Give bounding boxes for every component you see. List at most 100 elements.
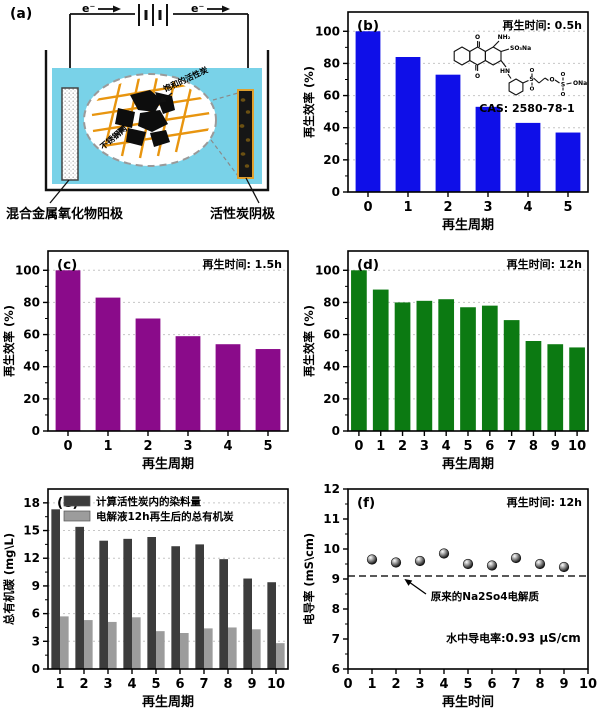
panel-a-letter: (a) [10, 6, 32, 22]
atom-ona: ONa [573, 80, 587, 87]
callout-lines [210, 92, 239, 177]
anode-electrode [61, 87, 79, 181]
atom-o-bottom: O [475, 73, 480, 80]
svg-text:80: 80 [23, 295, 40, 309]
svg-text:3: 3 [415, 677, 424, 692]
svg-text:再生周期: 再生周期 [142, 694, 194, 710]
svg-text:1: 1 [376, 439, 385, 454]
atom-so3na: SO₃Na [510, 45, 531, 52]
svg-text:40: 40 [323, 360, 340, 374]
saturated-carbon-arrow-icon [159, 92, 173, 103]
svg-text:2: 2 [443, 200, 452, 215]
svg-text:再生周期: 再生周期 [442, 217, 494, 233]
svg-text:1: 1 [403, 200, 412, 215]
cathode-texture [239, 98, 251, 168]
svg-text:9: 9 [551, 439, 560, 454]
svg-text:计算活性炭内的染料量: 计算活性炭内的染料量 [96, 495, 201, 508]
svg-text:原来的Na2So4电解质: 原来的Na2So4电解质 [431, 590, 540, 603]
atom-nh2: NH₂ [498, 34, 511, 41]
svg-text:60: 60 [323, 89, 340, 103]
panel-f: 6 7 8 9 10 11 12 0 1 2 3 4 5 6 7 8 9 10 再生时间 电导率 (mS\cm) (f)… [300, 477, 600, 716]
atom-hn: HN [500, 68, 510, 75]
svg-text:6: 6 [175, 677, 184, 692]
cas-number: CAS: 2580-78-1 [479, 102, 575, 115]
svg-text:电导率 (mS\cm): 电导率 (mS\cm) [302, 533, 316, 625]
svg-text:5: 5 [563, 200, 572, 215]
panel-b: 0 20 40 60 80 100 0 1 2 3 4 5 再生周期 再生效率 (%) (b) 再生时间: 0… [300, 0, 600, 239]
svg-text:7: 7 [511, 677, 520, 692]
svg-text:6: 6 [32, 607, 40, 621]
steel-mesh-arrow-icon [113, 126, 124, 139]
svg-text:8: 8 [332, 602, 340, 616]
svg-text:40: 40 [323, 121, 340, 135]
panel-d: 0 20 40 60 80 100 0 1 2 3 4 5 6 7 8 9 10 再生周期 再生效率 (%) (d) 再… [300, 239, 600, 478]
svg-text:再生时间: 12h: 再生时间: 12h [507, 257, 582, 271]
svg-text:3: 3 [483, 200, 492, 215]
atom-o2: O [530, 87, 535, 93]
anode-leader-line [49, 179, 70, 204]
svg-text:再生周期: 再生周期 [142, 456, 194, 472]
svg-text:40: 40 [23, 360, 40, 374]
atom-s2: S [561, 82, 565, 89]
electron-arrow-left-icon [98, 5, 121, 13]
svg-text:20: 20 [323, 392, 340, 406]
svg-text:2: 2 [391, 677, 400, 692]
svg-text:10: 10 [323, 542, 340, 556]
atom-s1: S [529, 76, 533, 83]
svg-text:60: 60 [23, 328, 40, 342]
svg-text:5: 5 [463, 439, 472, 454]
svg-text:20: 20 [323, 153, 340, 167]
svg-text:2: 2 [398, 439, 407, 454]
atom-o-ether: O [549, 77, 554, 84]
svg-text:0: 0 [63, 439, 72, 454]
svg-text:11: 11 [323, 512, 340, 526]
svg-text:6: 6 [487, 677, 496, 692]
svg-text:4: 4 [442, 439, 451, 454]
svg-text:再生时间: 1.5h: 再生时间: 1.5h [202, 257, 282, 271]
svg-text:0: 0 [343, 677, 352, 692]
svg-text:(d): (d) [357, 257, 379, 273]
svg-text:电解液12h再生后的总有机炭: 电解液12h再生后的总有机炭 [96, 510, 234, 523]
svg-text:10: 10 [267, 677, 285, 692]
svg-text:3: 3 [183, 439, 192, 454]
svg-text:9: 9 [559, 677, 568, 692]
svg-text:18: 18 [23, 496, 40, 510]
svg-text:1: 1 [367, 677, 376, 692]
svg-text:9: 9 [247, 677, 256, 692]
svg-text:0: 0 [332, 185, 340, 199]
chart-c-canvas: 0 20 40 60 80 100 0 1 2 3 4 5 再生周期 再生效率 (%) (c) 再生时间: 1… [0, 239, 300, 478]
svg-text:12: 12 [323, 482, 340, 496]
svg-text:4: 4 [523, 200, 532, 215]
svg-text:15: 15 [23, 524, 40, 538]
svg-text:7: 7 [332, 632, 340, 646]
svg-text:5: 5 [463, 677, 472, 692]
electrolysis-diagram: (a) e⁻ e⁻ [6, 2, 276, 222]
svg-text:100: 100 [15, 263, 40, 277]
svg-text:5: 5 [151, 677, 160, 692]
svg-text:60: 60 [323, 328, 340, 342]
svg-text:100: 100 [315, 24, 340, 38]
svg-text:80: 80 [323, 295, 340, 309]
svg-text:8: 8 [223, 677, 232, 692]
electron-label-left: e⁻ [82, 2, 95, 15]
chart-f-canvas: 6 7 8 9 10 11 12 0 1 2 3 4 5 6 7 8 9 10 再生时间 电导率 (mS\cm) (f)… [300, 477, 600, 716]
svg-text:再生时间: 再生时间 [442, 694, 494, 710]
svg-text:(c): (c) [57, 257, 77, 273]
panel-c: 0 20 40 60 80 100 0 1 2 3 4 5 再生周期 再生效率 (%) (c) 再生时间: 1… [0, 239, 300, 478]
svg-text:(f): (f) [357, 495, 375, 511]
svg-text:(b): (b) [357, 18, 379, 34]
svg-text:12: 12 [23, 551, 40, 565]
anode-label: 混合金属氧化物阳极 [6, 206, 124, 222]
svg-text:水中导电率:0.93 μS/cm: 水中导电率:0.93 μS/cm [446, 631, 581, 645]
svg-text:再生周期: 再生周期 [442, 456, 494, 472]
svg-text:9: 9 [332, 572, 340, 586]
tank-wall [44, 50, 270, 192]
svg-text:8: 8 [535, 677, 544, 692]
svg-text:3: 3 [103, 677, 112, 692]
electron-label-right: e⁻ [191, 2, 204, 15]
svg-text:4: 4 [127, 677, 136, 692]
